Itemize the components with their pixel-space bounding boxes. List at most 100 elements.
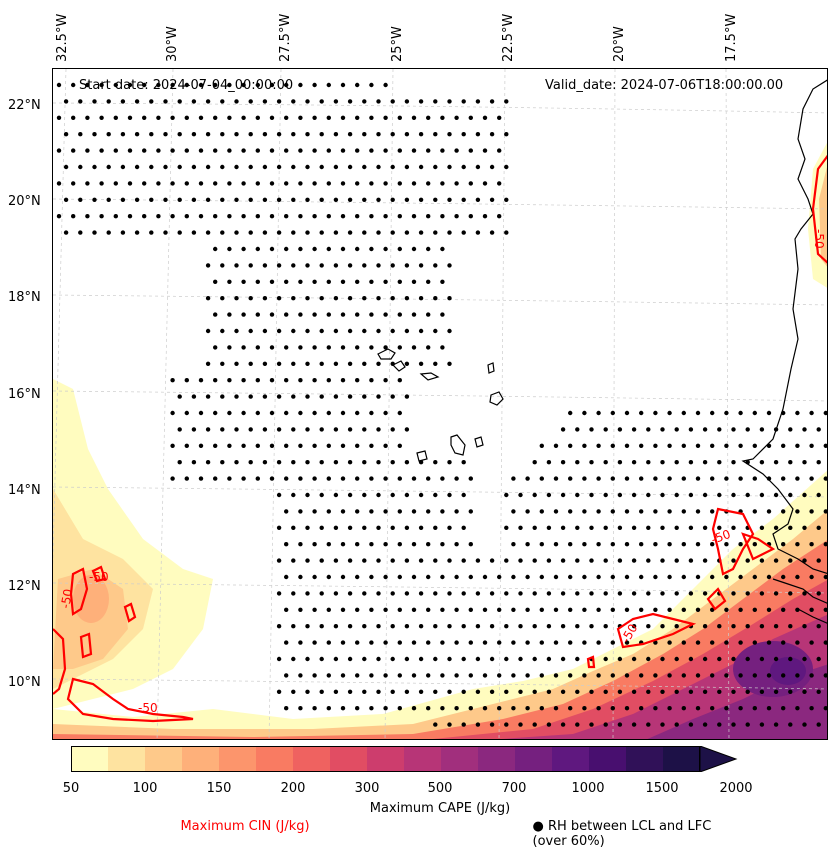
rh-dot: [355, 574, 360, 580]
rh-dot: [255, 214, 260, 219]
rh-dot: [362, 296, 367, 301]
rh-dot: [518, 558, 523, 563]
rh-dot: [213, 246, 218, 252]
rh-dot: [702, 558, 708, 563]
rh-dot: [227, 378, 232, 383]
rh-dot: [809, 640, 814, 645]
rh-dot: [333, 427, 339, 432]
rh-dot: [553, 443, 559, 448]
rh-dot: [333, 296, 339, 301]
rh-dot: [482, 640, 488, 645]
rh-dot: [355, 410, 360, 416]
rh-dot: [269, 410, 275, 416]
rh-dot: [560, 656, 566, 662]
rh-dot: [333, 591, 339, 596]
rh-dot: [553, 542, 559, 547]
rh-dot: [85, 214, 90, 219]
rh-dot: [568, 574, 573, 580]
rh-dot: [411, 115, 417, 120]
rh-dot: [99, 115, 104, 120]
rh-dot: [624, 706, 630, 711]
rh-dot: [312, 181, 317, 186]
rh-dot: [369, 443, 374, 448]
rh-dot: [369, 345, 374, 350]
rh-dot: [752, 410, 757, 416]
rh-dot: [646, 722, 651, 727]
rh-dot: [610, 410, 615, 416]
colorbar-swatch: [108, 746, 145, 772]
rh-dot: [298, 312, 303, 317]
rh-dot: [220, 99, 225, 104]
rh-dot: [511, 574, 516, 580]
rh-dot: [220, 328, 225, 334]
rh-dot: [333, 558, 339, 563]
rh-dot: [362, 197, 367, 202]
rh-dot: [383, 312, 388, 317]
rh-dot: [397, 574, 402, 580]
rh-dot: [326, 410, 331, 416]
rh-dot: [710, 509, 715, 514]
rh-dot: [376, 394, 381, 399]
rh-dot: [355, 476, 360, 481]
rh-dot: [333, 197, 339, 202]
rh-dot: [305, 263, 310, 268]
rh-dot: [702, 624, 708, 629]
rh-dot: [546, 558, 552, 563]
rh-dot: [426, 312, 431, 317]
rh-dot: [220, 460, 225, 465]
rh-dot: [241, 279, 246, 284]
rh-dot: [362, 492, 367, 498]
rh-dot: [205, 263, 211, 268]
rh-dot: [78, 132, 83, 137]
rh-dot: [383, 640, 388, 645]
rh-dot: [525, 706, 530, 711]
rh-dot: [688, 689, 694, 694]
rh-dot: [660, 427, 665, 432]
rh-dot: [766, 640, 772, 645]
cin-label: -50: [89, 570, 109, 584]
rh-dot: [347, 296, 353, 301]
rh-dot: [454, 181, 459, 186]
colorbar-swatch: [515, 746, 552, 772]
rh-dot: [163, 132, 168, 137]
rh-dot: [78, 164, 83, 170]
rh-dot: [653, 607, 658, 612]
rh-dot: [816, 558, 821, 563]
rh-dot: [589, 722, 594, 727]
rh-dot: [724, 673, 729, 678]
rh-dot: [213, 345, 218, 350]
rh-dot: [213, 443, 218, 448]
rh-dot: [298, 476, 303, 481]
rh-dot: [248, 132, 253, 137]
rh-dot: [631, 460, 637, 465]
rh-dot: [603, 624, 608, 629]
rh-dot: [85, 115, 90, 120]
lat-label: 14°N: [8, 483, 41, 498]
rh-dot: [269, 214, 275, 219]
rh-dot: [681, 574, 686, 580]
rh-dot: [504, 164, 509, 170]
rh-dot: [589, 624, 594, 629]
rh-dot: [461, 492, 466, 498]
rh-dot: [646, 492, 651, 498]
rh-dot: [291, 328, 296, 334]
rh-dot: [603, 460, 608, 465]
rh-dot: [731, 525, 736, 530]
rh-dot: [653, 476, 658, 481]
rh-dot: [695, 607, 701, 612]
rh-dot: [823, 542, 827, 547]
colorbar-tick: 100: [132, 781, 158, 796]
rh-dot: [355, 706, 360, 711]
rh-dot: [582, 509, 587, 514]
rh-dot: [440, 312, 445, 317]
rh-dot: [568, 640, 573, 645]
rh-dot: [362, 558, 367, 563]
rh-dot: [369, 542, 374, 547]
rh-dot: [781, 673, 786, 678]
rh-dot: [440, 706, 445, 711]
rh-dot: [347, 132, 353, 137]
rh-dot: [418, 99, 424, 104]
rh-dot: [276, 230, 282, 235]
rh-dot: [454, 640, 459, 645]
rh-dot: [631, 525, 637, 530]
